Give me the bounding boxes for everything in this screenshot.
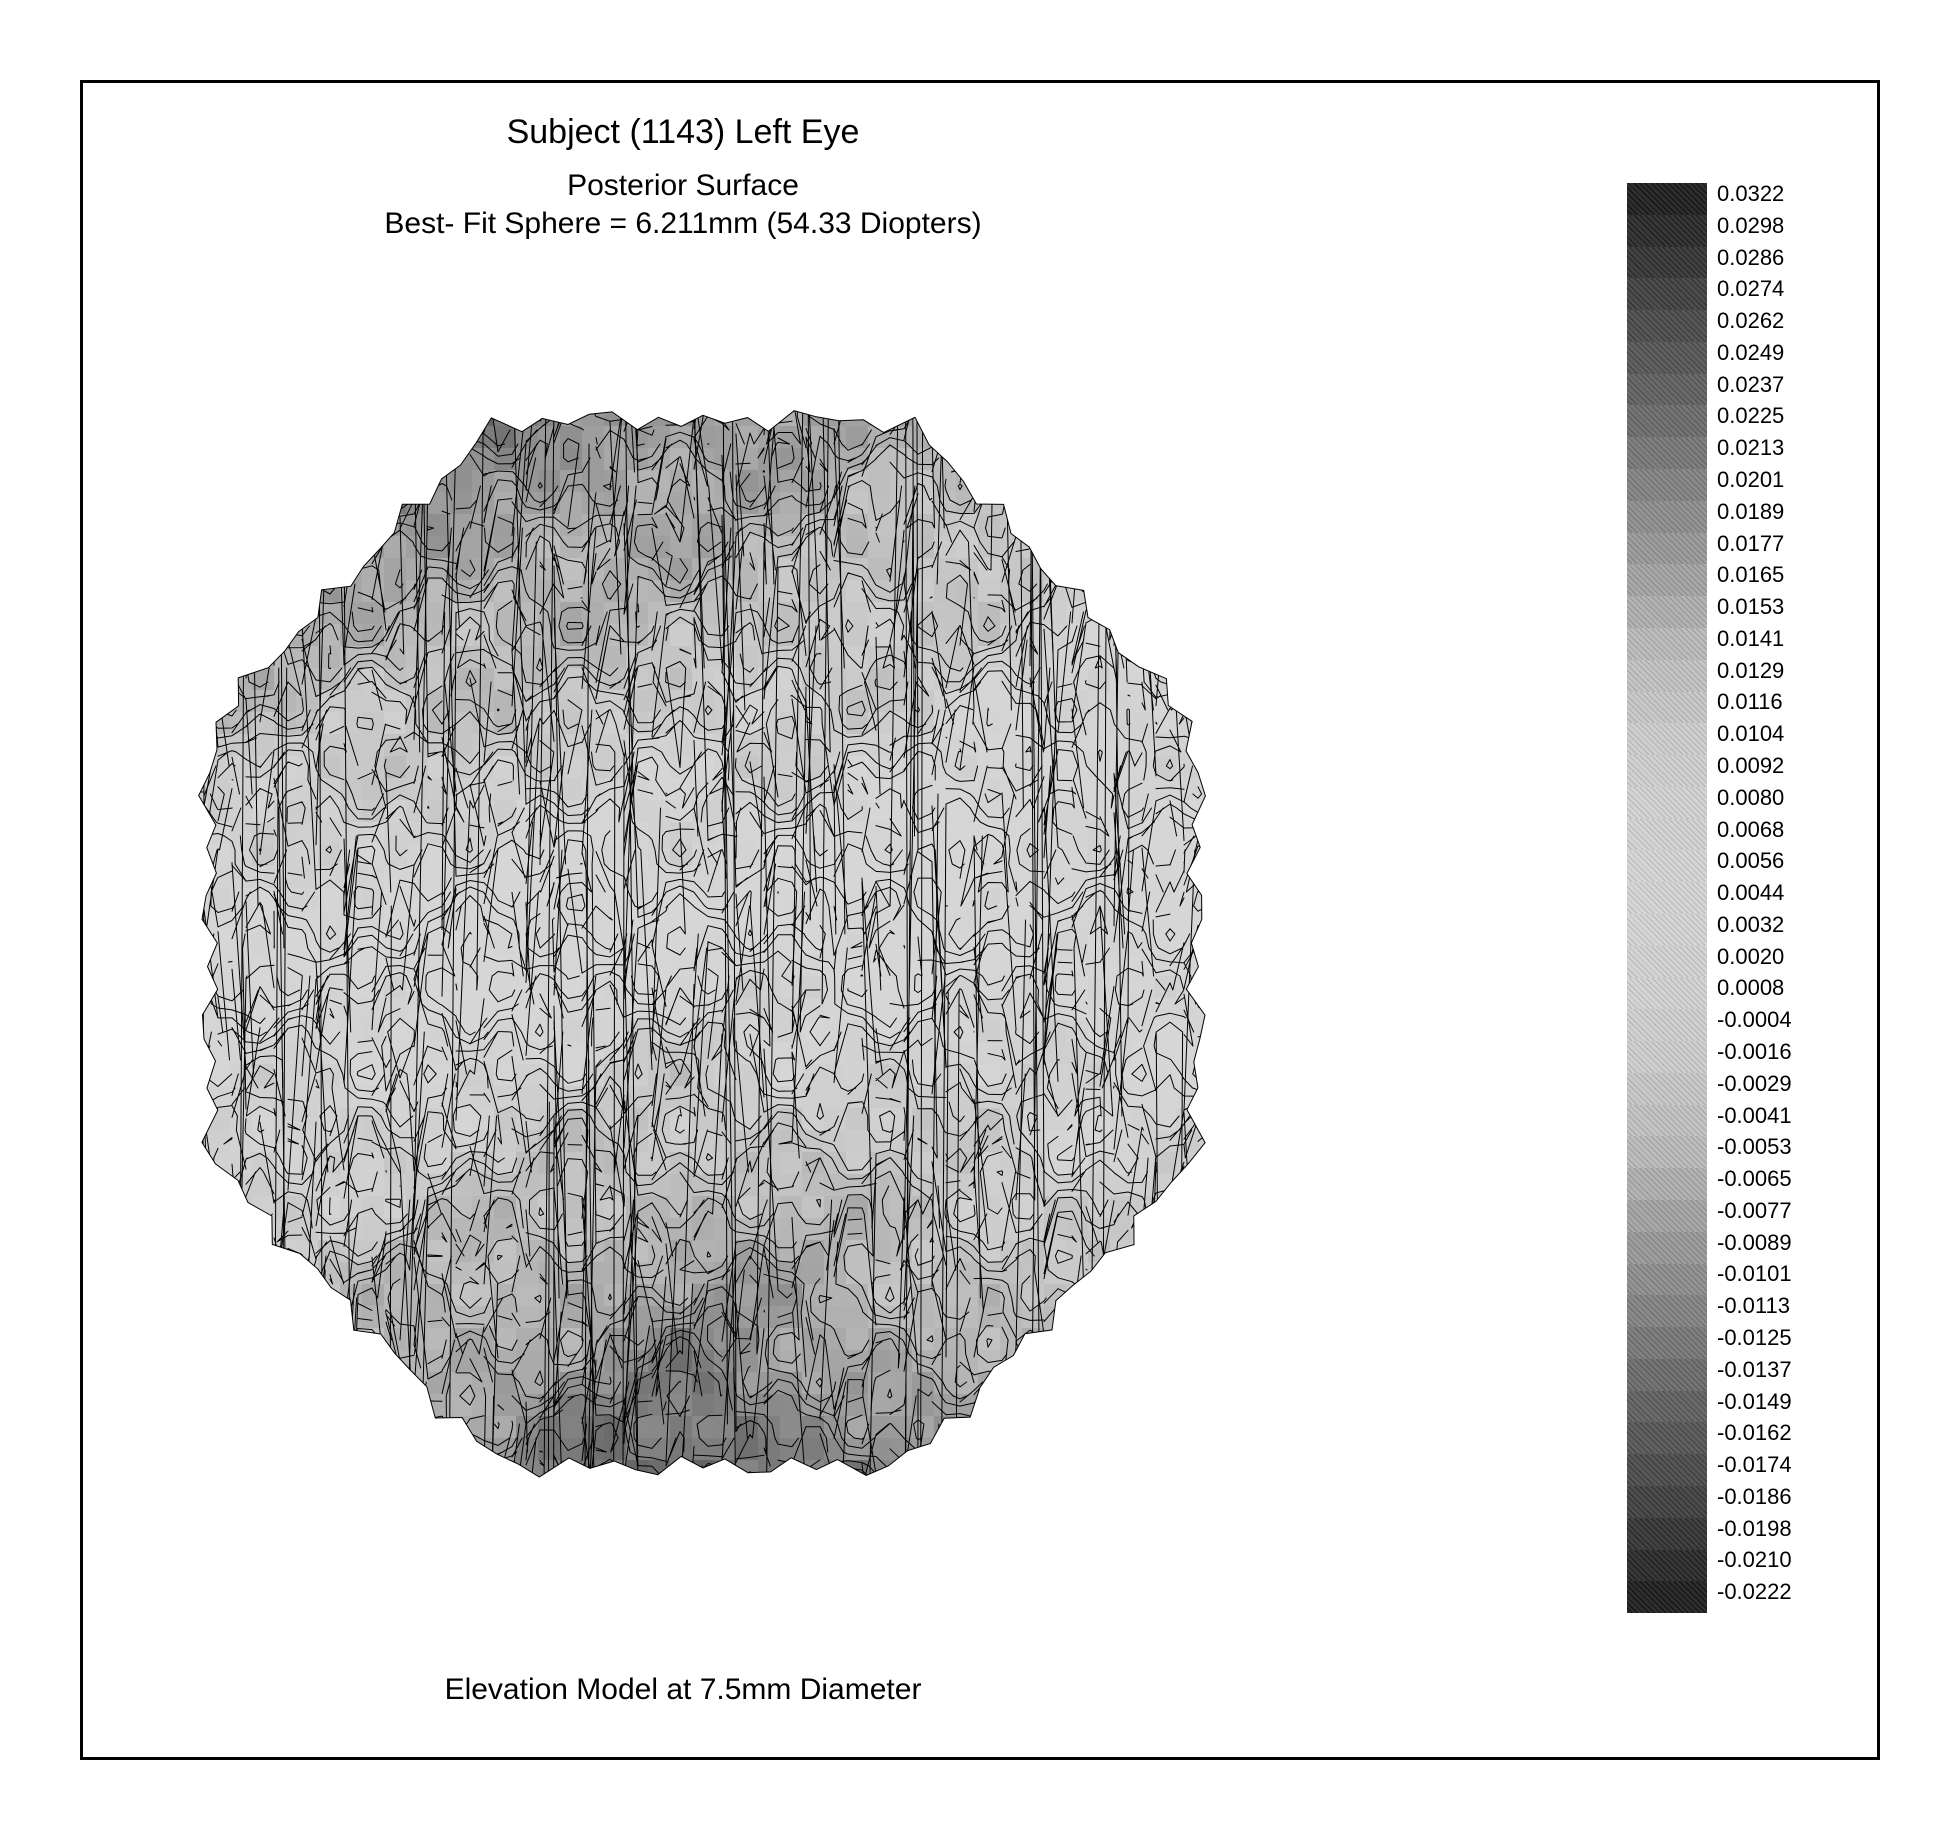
title-bestfit: Best- Fit Sphere = 6.211mm (54.33 Diopte… bbox=[83, 207, 1283, 241]
legend-value-label: 0.0080 bbox=[1717, 787, 1784, 809]
legend-swatch bbox=[1627, 946, 1707, 978]
legend-swatch bbox=[1627, 1391, 1707, 1423]
legend-value-label: 0.0225 bbox=[1717, 405, 1784, 427]
title-surface: Posterior Surface bbox=[83, 169, 1283, 203]
legend-value-label: 0.0189 bbox=[1717, 501, 1784, 523]
legend-swatch bbox=[1627, 1327, 1707, 1359]
legend-swatch bbox=[1627, 501, 1707, 533]
legend-value-label: -0.0101 bbox=[1717, 1263, 1792, 1285]
legend-value-label: -0.0016 bbox=[1717, 1041, 1792, 1063]
legend-swatch bbox=[1627, 1073, 1707, 1105]
legend-value-label: 0.0165 bbox=[1717, 564, 1784, 586]
chart-frame: Subject (1143) Left Eye Posterior Surfac… bbox=[80, 80, 1880, 1760]
legend-swatch bbox=[1627, 1009, 1707, 1041]
legend-value-label: -0.0125 bbox=[1717, 1327, 1792, 1349]
legend-value-label: 0.0141 bbox=[1717, 628, 1784, 650]
legend-value-label: -0.0137 bbox=[1717, 1359, 1792, 1381]
legend-swatch bbox=[1627, 533, 1707, 565]
legend-value-label: -0.0198 bbox=[1717, 1518, 1792, 1540]
legend-value-label: 0.0201 bbox=[1717, 469, 1784, 491]
legend-value-label: -0.0149 bbox=[1717, 1391, 1792, 1413]
legend-value-label: 0.0213 bbox=[1717, 437, 1784, 459]
legend-swatch bbox=[1627, 310, 1707, 342]
legend-value-label: 0.0249 bbox=[1717, 342, 1784, 364]
bottom-label: Elevation Model at 7.5mm Diameter bbox=[83, 1673, 1283, 1707]
legend-swatch bbox=[1627, 755, 1707, 787]
legend-value-label: 0.0177 bbox=[1717, 533, 1784, 555]
legend-value-label: -0.0041 bbox=[1717, 1105, 1792, 1127]
legend-swatch bbox=[1627, 405, 1707, 437]
legend-swatch bbox=[1627, 1041, 1707, 1073]
legend-swatch bbox=[1627, 1264, 1707, 1296]
legend-swatch bbox=[1627, 1550, 1707, 1582]
legend-swatch bbox=[1627, 1168, 1707, 1200]
legend-value-label: 0.0020 bbox=[1717, 946, 1784, 968]
legend-swatch bbox=[1627, 183, 1707, 215]
legend-value-label: 0.0116 bbox=[1717, 691, 1783, 713]
legend-value-label: -0.0065 bbox=[1717, 1168, 1792, 1190]
legend-swatch bbox=[1627, 692, 1707, 724]
legend-value-label: 0.0032 bbox=[1717, 914, 1784, 936]
legend-swatch bbox=[1627, 1136, 1707, 1168]
legend-swatch bbox=[1627, 1200, 1707, 1232]
legend-value-label: -0.0113 bbox=[1717, 1295, 1790, 1317]
legend-swatch bbox=[1627, 1422, 1707, 1454]
legend-swatch bbox=[1627, 850, 1707, 882]
legend-swatch bbox=[1627, 660, 1707, 692]
legend-swatch bbox=[1627, 882, 1707, 914]
legend-labels: 0.0322 0.0298 0.0286 0.0274 0.0262 0.0249 0.02… bbox=[1717, 183, 1857, 1613]
legend-value-label: 0.0286 bbox=[1717, 247, 1784, 269]
legend-swatch bbox=[1627, 564, 1707, 596]
legend-value-label: 0.0056 bbox=[1717, 850, 1784, 872]
legend-value-label: 0.0322 bbox=[1717, 183, 1784, 205]
legend-value-label: -0.0210 bbox=[1717, 1549, 1792, 1571]
legend-value-label: 0.0274 bbox=[1717, 278, 1784, 300]
legend-swatch bbox=[1627, 1486, 1707, 1518]
legend-swatch bbox=[1627, 278, 1707, 310]
legend-swatch bbox=[1627, 819, 1707, 851]
legend-value-label: -0.0222 bbox=[1717, 1581, 1792, 1603]
legend-swatch bbox=[1627, 1359, 1707, 1391]
legend-swatch bbox=[1627, 596, 1707, 628]
legend-value-label: 0.0068 bbox=[1717, 819, 1784, 841]
legend-swatch bbox=[1627, 1295, 1707, 1327]
legend-swatch bbox=[1627, 1454, 1707, 1486]
legend-value-label: 0.0129 bbox=[1717, 660, 1784, 682]
legend-value-label: 0.0092 bbox=[1717, 755, 1784, 777]
legend-value-label: 0.0153 bbox=[1717, 596, 1784, 618]
legend-value-label: -0.0029 bbox=[1717, 1073, 1792, 1095]
elevation-contour-map bbox=[173, 313, 1233, 1573]
legend-swatch bbox=[1627, 723, 1707, 755]
legend-value-label: 0.0104 bbox=[1717, 723, 1784, 745]
legend-value-label: -0.0089 bbox=[1717, 1232, 1792, 1254]
legend-swatch bbox=[1627, 1518, 1707, 1550]
legend-value-label: -0.0077 bbox=[1717, 1200, 1792, 1222]
legend-swatch bbox=[1627, 469, 1707, 501]
legend-colorbar bbox=[1627, 183, 1707, 1613]
legend-value-label: 0.0008 bbox=[1717, 977, 1784, 999]
legend-value-label: -0.0162 bbox=[1717, 1422, 1792, 1444]
title-main: Subject (1143) Left Eye bbox=[83, 113, 1283, 152]
legend-swatch bbox=[1627, 978, 1707, 1010]
legend-swatch bbox=[1627, 914, 1707, 946]
legend-swatch bbox=[1627, 1105, 1707, 1137]
legend-value-label: -0.0053 bbox=[1717, 1136, 1792, 1158]
legend-swatch bbox=[1627, 342, 1707, 374]
legend-swatch bbox=[1627, 1581, 1707, 1613]
legend-value-label: -0.0174 bbox=[1717, 1454, 1792, 1476]
legend-swatch bbox=[1627, 787, 1707, 819]
legend-swatch bbox=[1627, 437, 1707, 469]
legend-value-label: 0.0237 bbox=[1717, 374, 1784, 396]
legend-swatch bbox=[1627, 374, 1707, 406]
legend-swatch bbox=[1627, 247, 1707, 279]
legend-swatch bbox=[1627, 215, 1707, 247]
legend-swatch bbox=[1627, 1232, 1707, 1264]
legend-swatch bbox=[1627, 628, 1707, 660]
legend-value-label: 0.0044 bbox=[1717, 882, 1784, 904]
legend-value-label: 0.0298 bbox=[1717, 215, 1784, 237]
legend-value-label: 0.0262 bbox=[1717, 310, 1784, 332]
legend-value-label: -0.0186 bbox=[1717, 1486, 1792, 1508]
legend-value-label: -0.0004 bbox=[1717, 1009, 1792, 1031]
